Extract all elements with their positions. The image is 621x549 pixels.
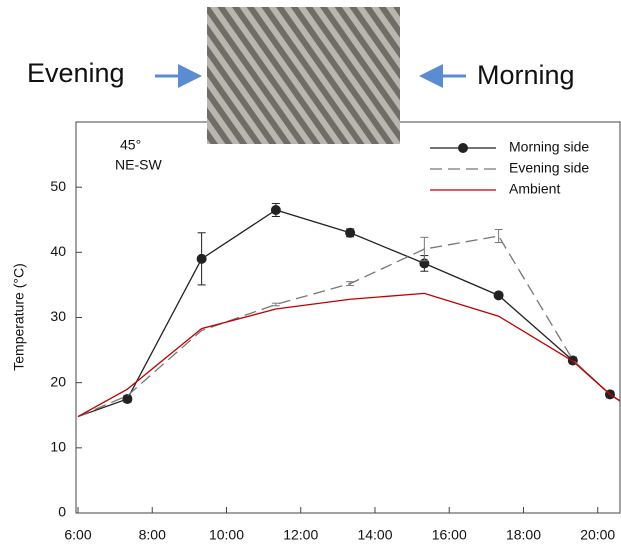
x-tick-label: 6:00 — [64, 527, 91, 543]
x-tick-label: 10:00 — [209, 527, 244, 543]
x-tick-label: 12:00 — [283, 527, 318, 543]
series-line — [77, 235, 621, 418]
legend-marker — [458, 143, 468, 153]
legend-label: Evening side — [509, 160, 589, 176]
y-tick-label: 10 — [50, 439, 66, 455]
legend-label: Ambient — [509, 181, 560, 197]
marker — [345, 227, 356, 238]
x-tick-label: 20:00 — [580, 527, 615, 543]
y-tick-label: 20 — [50, 373, 66, 389]
header-right: Morning — [477, 60, 575, 90]
legend-label: Morning side — [509, 139, 589, 155]
x-tick-label: 8:00 — [139, 527, 166, 543]
marker — [493, 290, 504, 301]
y-tick-label: 0 — [58, 504, 66, 520]
header-left: Evening — [27, 58, 125, 88]
marker — [122, 393, 133, 404]
annotation: NE-SW — [115, 157, 162, 173]
series-line — [77, 292, 621, 418]
annotation: 45° — [120, 137, 141, 153]
marker — [270, 204, 281, 215]
y-tick-label: 40 — [50, 243, 66, 259]
y-axis-label: Temperature (°C) — [11, 263, 27, 371]
photo — [207, 7, 400, 144]
series-line — [77, 209, 621, 418]
x-tick-label: 14:00 — [357, 527, 392, 543]
x-tick-label: 16:00 — [432, 527, 467, 543]
y-tick-label: 50 — [50, 178, 66, 194]
x-tick-label: 18:00 — [506, 527, 541, 543]
marker — [196, 253, 207, 264]
y-tick-label: 30 — [50, 308, 66, 324]
